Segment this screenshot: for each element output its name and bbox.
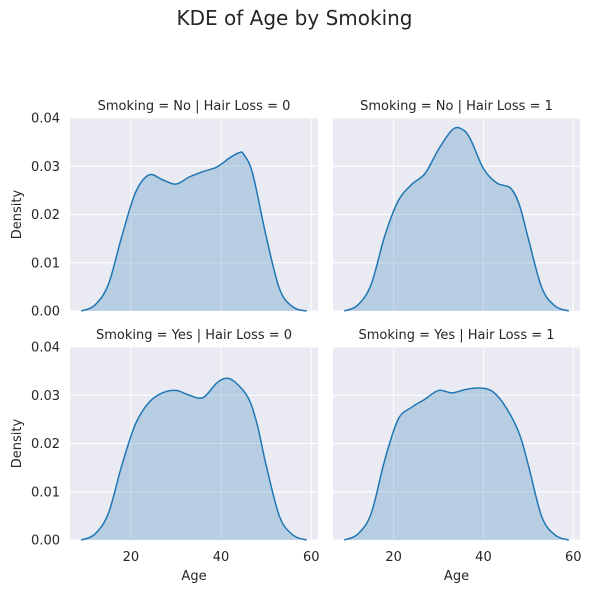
y-tick-label: 0.00: [31, 534, 60, 549]
y-tick-label: 0.04: [31, 341, 60, 356]
y-tick-label: 0.02: [31, 208, 60, 223]
panel-title: Smoking = No | Hair Loss = 0: [98, 99, 291, 114]
y-tick-label: 0.02: [31, 437, 60, 452]
y-tick-label: 0.01: [31, 485, 60, 500]
y-axis-label: Density: [10, 189, 25, 239]
x-tick-label: 40: [213, 550, 230, 565]
y-tick-label: 0.04: [31, 112, 60, 127]
panel-title: Smoking = Yes | Hair Loss = 0: [96, 328, 292, 343]
y-tick-label: 0.03: [31, 160, 60, 175]
x-tick-label: 20: [123, 550, 140, 565]
y-tick-label: 0.01: [31, 256, 60, 271]
y-axis-label: Density: [10, 418, 25, 468]
x-tick-label: 40: [475, 550, 492, 565]
panel-title: Smoking = Yes | Hair Loss = 1: [358, 328, 554, 343]
x-axis-label: Age: [444, 569, 469, 584]
x-tick-label: 20: [385, 550, 402, 565]
y-tick-label: 0.00: [31, 305, 60, 320]
y-tick-label: 0.03: [31, 389, 60, 404]
x-tick-label: 60: [303, 550, 320, 565]
x-tick-label: 60: [565, 550, 582, 565]
x-axis-label: Age: [181, 569, 206, 584]
panel-title: Smoking = No | Hair Loss = 1: [360, 99, 553, 114]
